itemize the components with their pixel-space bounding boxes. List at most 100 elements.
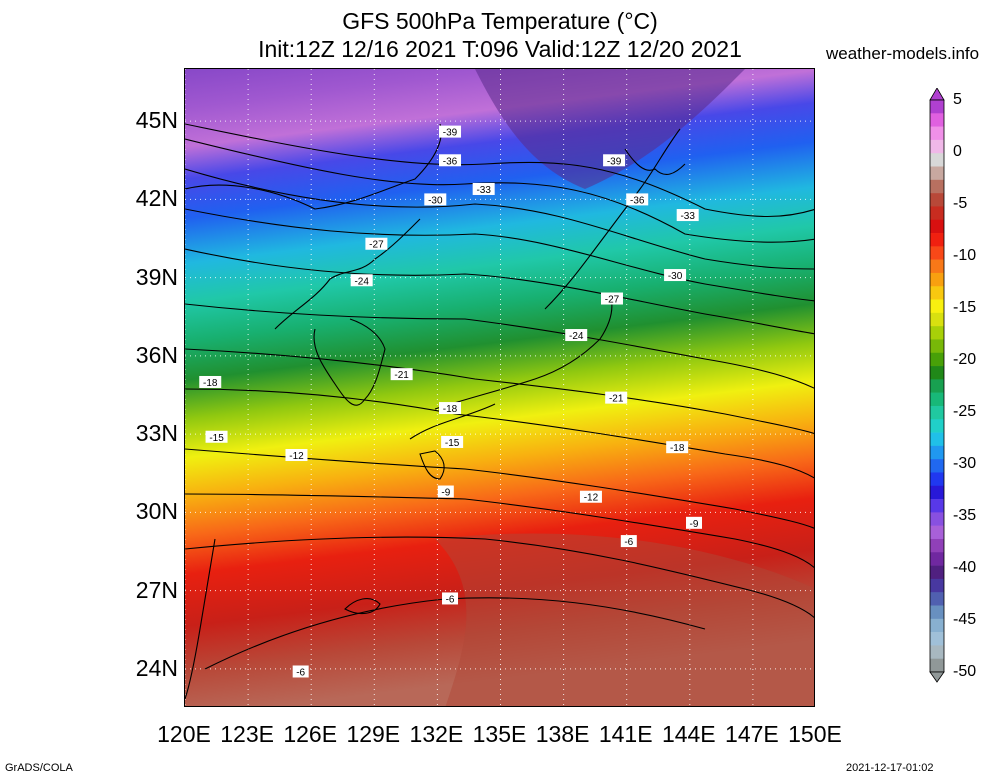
- svg-text:-27: -27: [369, 240, 384, 251]
- contour-label: -24: [350, 274, 373, 287]
- colorbar-cell: [930, 100, 944, 114]
- lon-tick-label: 120E: [157, 721, 211, 747]
- colorbar-cell: [930, 179, 944, 194]
- contour-label: -12: [579, 490, 602, 504]
- colorbar-cell: [930, 366, 944, 380]
- lon-tick-label: 129E: [346, 721, 401, 747]
- chart-title: GFS 500hPa Temperature (°C): [342, 8, 658, 34]
- svg-text:-39: -39: [443, 128, 458, 139]
- colorbar-min-arrow: [929, 671, 945, 683]
- lon-tick-label: 150E: [788, 721, 842, 747]
- svg-text:-9: -9: [441, 488, 450, 499]
- lat-tick-label: 39N: [135, 263, 178, 290]
- coastlines: [185, 123, 686, 700]
- svg-text:-9: -9: [690, 519, 699, 530]
- colorbar-cell: [930, 658, 944, 673]
- lon-tick-label: 132E: [409, 721, 464, 747]
- contour-label: -18: [439, 402, 462, 415]
- colorbar-cell: [930, 379, 944, 393]
- contour-label: -30: [424, 193, 447, 206]
- lat-tick-label: 30N: [135, 498, 178, 525]
- colorbar-cell: [930, 472, 944, 487]
- lat-tick-label: 33N: [135, 420, 178, 447]
- colorbar-cell: [930, 578, 944, 593]
- colorbar-max-arrow: [929, 88, 945, 101]
- contour-label: -9: [437, 485, 454, 499]
- map-panel: -39 -36 -33 -30 -27 -24 -21 -18 -15 -12 -9 -6 -6 -39 -…: [184, 68, 815, 707]
- contour-label: -27: [365, 237, 388, 251]
- colorbar-tick-label: -35: [953, 507, 977, 524]
- lon-tick-label: 144E: [661, 721, 716, 747]
- colorbar-tick-label: -40: [953, 559, 977, 576]
- svg-text:-18: -18: [670, 443, 685, 454]
- colorbar-cell: [930, 632, 944, 646]
- colorbar-cell: [930, 339, 944, 354]
- svg-text:-18: -18: [203, 378, 218, 389]
- lon-tick-label: 138E: [535, 721, 590, 747]
- contour-label: -30: [664, 269, 687, 282]
- footer-timestamp: 2021-12-17-01:02: [846, 762, 934, 774]
- isotherm-lines: [185, 123, 814, 670]
- svg-text:-21: -21: [609, 394, 624, 405]
- colorbar-cell: [930, 126, 944, 141]
- colorbar-cell: [930, 618, 944, 633]
- contour-label: -15: [205, 430, 228, 444]
- site-label: weather-models.info: [826, 44, 980, 63]
- cold-core: [475, 69, 745, 189]
- colorbar-cell: [930, 405, 944, 420]
- svg-text:-6: -6: [296, 667, 305, 678]
- contour-label: -6: [620, 535, 637, 548]
- colorbar-cell: [930, 432, 944, 447]
- svg-text:-33: -33: [680, 211, 695, 222]
- colorbar-cell: [930, 499, 944, 513]
- colorbar-cell: [930, 645, 944, 659]
- contour-label: -6: [292, 665, 309, 678]
- colorbar-tick-label: -45: [953, 611, 977, 628]
- colorbar-cell: [930, 525, 944, 540]
- colorbar-cell: [930, 605, 944, 620]
- contour-label: -39: [603, 154, 626, 167]
- svg-text:-27: -27: [605, 295, 620, 306]
- contour-label: -33: [472, 182, 495, 196]
- colorbar-cell: [930, 459, 944, 473]
- colorbar-cell: [930, 233, 944, 247]
- colorbar-cell: [930, 139, 944, 154]
- svg-text:-30: -30: [668, 271, 683, 282]
- svg-text:-24: -24: [569, 331, 584, 342]
- colorbar-cell: [930, 445, 944, 460]
- svg-text:-6: -6: [624, 537, 633, 548]
- lon-tick-label: 123E: [220, 721, 274, 747]
- colorbar-cell: [930, 552, 944, 566]
- svg-text:-12: -12: [584, 493, 599, 504]
- warm-region: [435, 533, 814, 706]
- colorbar-cell: [930, 113, 944, 127]
- colorbar-cell: [930, 219, 944, 234]
- colorbar-tick-label: -20: [953, 351, 977, 368]
- colorbar-cell: [930, 312, 944, 327]
- colorbar-cell: [930, 272, 944, 287]
- svg-text:-30: -30: [428, 195, 443, 206]
- lon-tick-label: 126E: [283, 721, 338, 747]
- colorbar-cell: [930, 512, 944, 526]
- svg-text:-15: -15: [445, 438, 460, 449]
- colorbar-cell: [930, 592, 944, 606]
- lon-tick-label: 141E: [598, 721, 653, 747]
- colorbar-cell: [930, 352, 944, 367]
- colorbar-cell: [930, 565, 944, 580]
- colorbar-cell: [930, 419, 944, 433]
- contour-label: -27: [600, 292, 623, 306]
- contour-label: -21: [390, 368, 413, 381]
- colorbar-cell: [930, 166, 944, 181]
- colorbar-cell: [930, 326, 944, 340]
- contour-label: -15: [441, 435, 464, 449]
- colorbar-cell: [930, 299, 944, 314]
- contour-label: -21: [605, 391, 628, 405]
- contour-label: -24: [565, 329, 588, 342]
- chart-subtitle: Init:12Z 12/16 2021 T:096 Valid:12Z 12/2…: [258, 36, 742, 62]
- svg-text:-36: -36: [630, 195, 645, 206]
- svg-text:-12: -12: [289, 451, 304, 462]
- lat-lon-grid: [185, 69, 814, 706]
- svg-text:-24: -24: [354, 276, 369, 287]
- lat-tick-label: 42N: [135, 185, 178, 212]
- lon-tick-label: 135E: [472, 721, 527, 747]
